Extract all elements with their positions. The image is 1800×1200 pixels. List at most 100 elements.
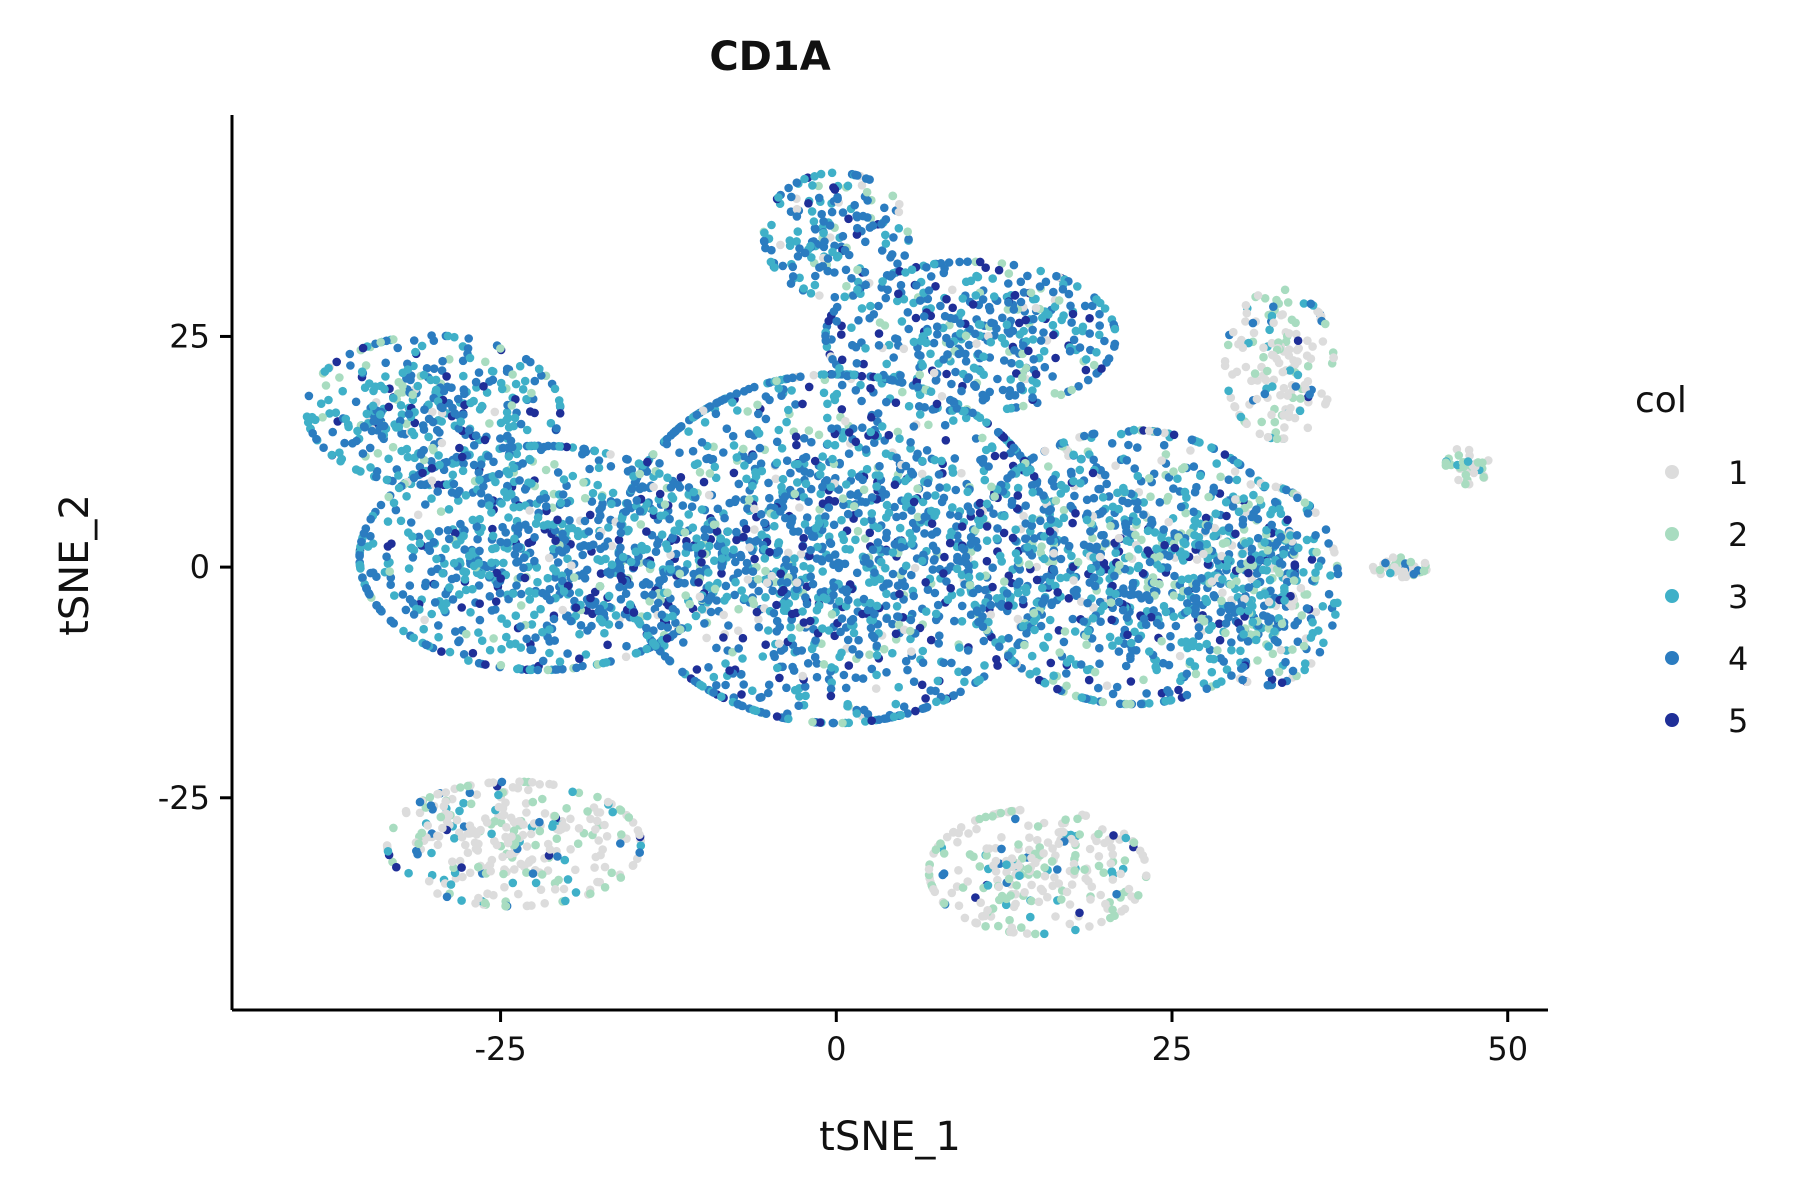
data-point	[1157, 636, 1166, 646]
data-point	[922, 491, 932, 501]
data-point	[1070, 866, 1079, 875]
data-point	[926, 349, 935, 359]
data-point	[1107, 615, 1116, 625]
data-point	[844, 595, 853, 605]
data-point	[917, 556, 927, 566]
data-point	[1050, 389, 1060, 398]
data-point	[1114, 597, 1124, 607]
data-point	[960, 913, 970, 923]
data-point	[1242, 308, 1252, 318]
data-point	[737, 586, 746, 595]
data-point	[384, 402, 394, 412]
data-point	[907, 647, 916, 656]
data-point	[884, 430, 894, 440]
data-point	[1146, 492, 1155, 502]
data-point	[837, 515, 846, 525]
data-point	[1196, 471, 1205, 481]
data-point	[857, 371, 867, 381]
data-point	[608, 488, 618, 498]
data-point	[935, 483, 944, 492]
data-point	[892, 453, 901, 463]
data-point	[1097, 531, 1106, 540]
data-point	[1302, 535, 1312, 545]
data-point	[998, 385, 1008, 395]
data-point	[1009, 260, 1019, 270]
data-point	[1213, 646, 1222, 655]
data-point	[932, 546, 941, 555]
data-point	[1015, 871, 1024, 880]
data-point	[1122, 536, 1131, 545]
data-point	[318, 413, 327, 422]
data-point	[596, 556, 606, 565]
data-point	[595, 604, 605, 613]
data-point	[961, 552, 971, 561]
data-point	[732, 535, 741, 545]
data-point	[782, 683, 791, 693]
data-point	[744, 429, 754, 439]
data-point	[861, 445, 871, 454]
data-point	[894, 207, 904, 217]
data-point	[461, 585, 471, 595]
data-point	[1159, 601, 1169, 611]
data-point	[501, 901, 511, 911]
data-point	[800, 174, 809, 184]
data-point	[657, 621, 666, 631]
data-point	[1022, 629, 1031, 638]
data-point	[1284, 329, 1294, 338]
data-point	[1038, 583, 1047, 593]
data-point	[986, 600, 996, 610]
data-point	[476, 460, 486, 469]
data-point	[656, 511, 665, 521]
data-point	[1128, 590, 1138, 599]
data-point	[386, 580, 396, 589]
data-point	[1161, 450, 1171, 459]
data-point	[968, 408, 977, 418]
data-point	[648, 590, 657, 599]
data-point	[1139, 675, 1148, 685]
data-point	[1021, 363, 1031, 373]
data-point	[628, 860, 638, 870]
data-point	[527, 620, 537, 629]
data-point	[1222, 511, 1231, 521]
data-point	[1092, 295, 1101, 304]
data-point	[624, 525, 633, 535]
data-point	[359, 422, 369, 431]
data-point	[1296, 583, 1306, 593]
data-point	[488, 367, 498, 376]
data-point	[920, 529, 929, 538]
data-point	[872, 651, 882, 660]
data-point	[999, 451, 1009, 460]
data-point	[807, 253, 816, 262]
data-point	[1243, 637, 1253, 646]
data-point	[376, 500, 386, 510]
data-point	[948, 303, 957, 313]
data-point	[1105, 632, 1115, 642]
data-point	[530, 610, 539, 620]
data-point	[1151, 662, 1160, 672]
data-point	[427, 476, 437, 486]
data-point	[373, 449, 383, 458]
data-point	[807, 644, 817, 654]
data-point	[1044, 462, 1053, 471]
data-point	[897, 317, 907, 326]
data-point	[1048, 475, 1058, 484]
data-point	[553, 515, 562, 525]
data-point	[576, 621, 586, 630]
data-point	[881, 533, 891, 543]
data-point	[563, 875, 573, 884]
data-point	[1188, 637, 1198, 646]
data-point	[961, 357, 971, 366]
data-point	[636, 841, 646, 850]
data-point	[604, 523, 613, 532]
data-point	[931, 609, 941, 619]
data-point	[427, 494, 436, 503]
data-point	[1004, 874, 1014, 884]
data-point	[520, 376, 530, 386]
data-point	[429, 364, 439, 374]
data-point	[418, 421, 428, 430]
data-point	[596, 544, 605, 554]
data-point	[488, 531, 498, 541]
data-point	[1046, 536, 1055, 545]
data-point	[508, 370, 517, 379]
data-point	[1121, 661, 1131, 671]
